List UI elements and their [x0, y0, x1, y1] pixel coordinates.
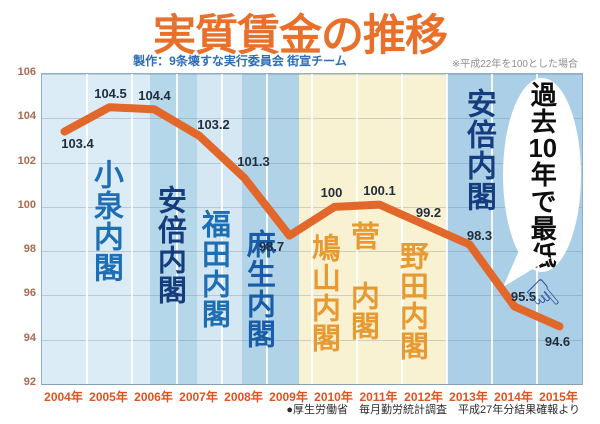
- data-point-label: 100: [320, 184, 343, 200]
- cabinet-label: 野田内閣: [395, 241, 428, 361]
- cabinet-label: 麻生内閣: [242, 229, 275, 349]
- index-base-note: ※平成22年を100とした場合: [451, 59, 578, 70]
- data-point-label: 104.5: [94, 86, 127, 102]
- y-axis-tick-label: 92: [23, 376, 36, 388]
- v-gridline: [176, 74, 178, 384]
- v-gridline: [356, 74, 358, 384]
- x-axis-year-label: 2006年: [134, 390, 173, 404]
- data-point-label: 104.4: [138, 88, 171, 104]
- cabinet-label: 安倍内閣: [153, 185, 186, 305]
- x-axis-year-label: 2009年: [269, 390, 308, 404]
- cabinet-label: 福田内閣: [197, 209, 230, 329]
- h-gridline: [42, 384, 582, 385]
- x-axis-year-label: 2014年: [494, 390, 533, 404]
- source-note: ●厚生労働省 毎月勤労統計調査 平成27年分結果確報より: [286, 404, 580, 416]
- x-axis-year-label: 2011年: [359, 390, 398, 404]
- cabinet-label: 鳩山内閣: [307, 233, 340, 353]
- v-gridline: [221, 74, 223, 384]
- x-axis-year-label: 2015年: [539, 390, 578, 404]
- data-point-label: 95.5: [510, 288, 537, 304]
- callout-balloon-tail: [503, 246, 551, 287]
- v-gridline: [491, 74, 493, 384]
- data-point-label: 98.3: [466, 227, 493, 243]
- v-gridline: [131, 74, 133, 384]
- cabinet-band: [332, 74, 389, 384]
- y-axis-tick-label: 106: [17, 66, 36, 78]
- chart-plot-area: 小泉内閣 安倍内閣 福田内閣 麻生内閣 鳩山内閣菅 内閣 野田内閣 安倍内閣 過去10年で最…: [41, 73, 583, 385]
- y-axis-tick-label: 104: [17, 110, 36, 123]
- y-axis-tick-label: 94: [23, 331, 36, 344]
- cabinet-label: 安倍内閣: [461, 88, 495, 212]
- data-point-label: 94.6: [544, 334, 571, 350]
- data-point-label: 101.3: [237, 154, 270, 170]
- y-axis-tick-label: 100: [17, 198, 36, 211]
- cabinet-label: 菅 内閣: [346, 221, 379, 341]
- data-point-label: 103.4: [61, 135, 94, 151]
- data-point-label: 98.7: [258, 238, 285, 254]
- v-gridline: [446, 74, 448, 384]
- data-point-label: 100.1: [363, 182, 396, 198]
- x-axis-year-label: 2005年: [89, 390, 128, 404]
- y-axis-tick-label: 102: [17, 154, 36, 167]
- v-gridline: [86, 74, 88, 384]
- wage-line-series: [60, 103, 564, 331]
- data-point-label: 99.2: [415, 204, 442, 220]
- x-axis-year-label: 2010年: [314, 390, 353, 404]
- cabinet-label: 小泉内閣: [88, 159, 122, 283]
- v-gridline: [266, 74, 268, 384]
- x-axis-year-label: 2013年: [449, 390, 488, 404]
- v-gridline: [311, 74, 313, 384]
- v-gridline: [401, 74, 403, 384]
- x-axis-year-label: 2004年: [44, 390, 83, 404]
- x-axis-year-label: 2012年: [404, 390, 443, 404]
- data-point-label: 103.2: [197, 117, 230, 132]
- y-axis-tick-label: 98: [23, 243, 36, 256]
- x-axis-year-label: 2008年: [224, 390, 263, 404]
- cabinet-band: [197, 74, 243, 384]
- page-title: 実質賃金の推移: [153, 12, 448, 60]
- subtitle-credit: 製作：9条壊すな実行委員会 街宣チーム: [133, 54, 347, 68]
- x-axis-year-label: 2007年: [179, 390, 218, 404]
- y-axis-tick-label: 96: [23, 287, 36, 300]
